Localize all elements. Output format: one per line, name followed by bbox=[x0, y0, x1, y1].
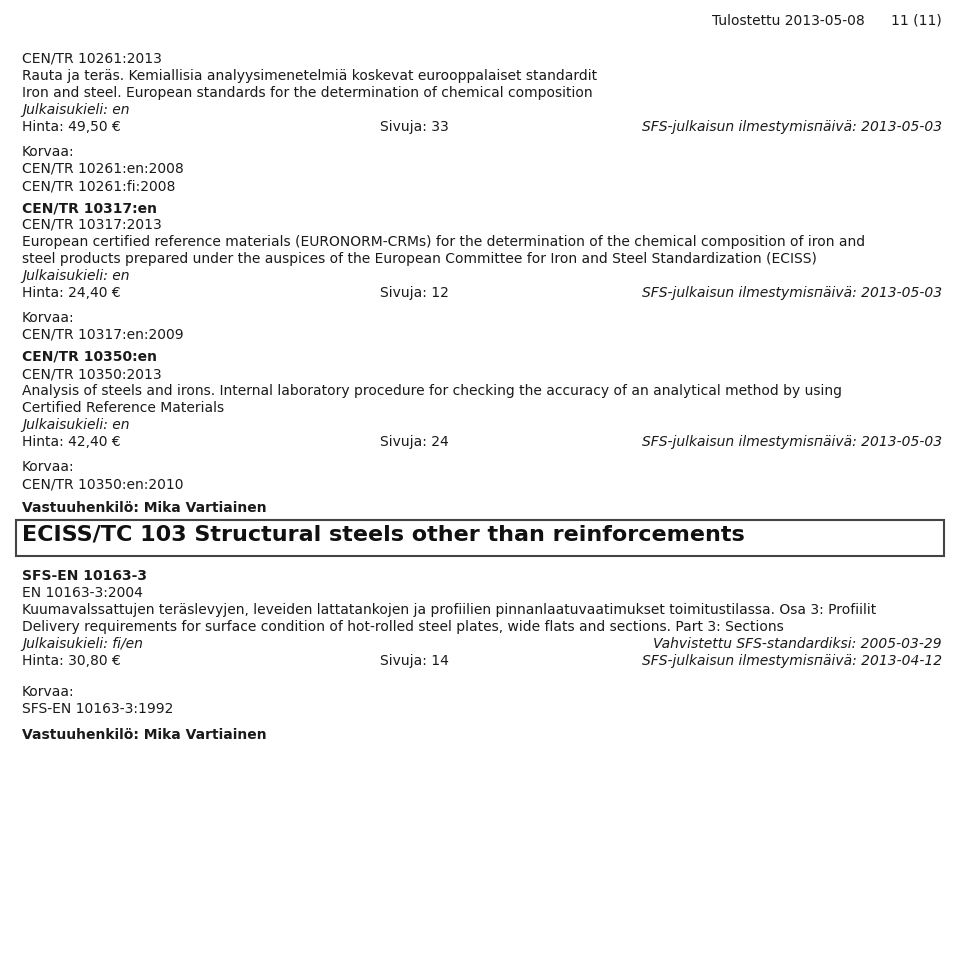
Text: Julkaisukieli: en: Julkaisukieli: en bbox=[22, 103, 130, 117]
Text: SFS-julkaisun ilmestymisпäivä: 2013-05-03: SFS-julkaisun ilmestymisпäivä: 2013-05-0… bbox=[642, 286, 942, 300]
Text: Sivuja: 24: Sivuja: 24 bbox=[380, 435, 448, 449]
Text: Kuumavalssattujen teräslevyjen, leveiden lattatankojen ja profiilien pinnanlaatu: Kuumavalssattujen teräslevyjen, leveiden… bbox=[22, 603, 876, 617]
Text: Korvaa:: Korvaa: bbox=[22, 460, 75, 474]
Text: Hinta: 24,40 €: Hinta: 24,40 € bbox=[22, 286, 121, 300]
Text: CEN/TR 10317:en: CEN/TR 10317:en bbox=[22, 201, 157, 215]
Text: Tulostettu 2013-05-08      11 (11): Tulostettu 2013-05-08 11 (11) bbox=[712, 14, 942, 28]
Text: Julkaisukieli: en: Julkaisukieli: en bbox=[22, 418, 130, 432]
Text: CEN/TR 10350:2013: CEN/TR 10350:2013 bbox=[22, 367, 161, 381]
Text: Sivuja: 12: Sivuja: 12 bbox=[380, 286, 449, 300]
Text: CEN/TR 10261:fi:2008: CEN/TR 10261:fi:2008 bbox=[22, 179, 176, 193]
Text: Hinta: 42,40 €: Hinta: 42,40 € bbox=[22, 435, 121, 449]
Text: Certified Reference Materials: Certified Reference Materials bbox=[22, 401, 224, 415]
Text: Korvaa:: Korvaa: bbox=[22, 685, 75, 699]
Text: Korvaa:: Korvaa: bbox=[22, 145, 75, 159]
Text: CEN/TR 10317:en:2009: CEN/TR 10317:en:2009 bbox=[22, 328, 183, 342]
Text: SFS-julkaisun ilmestymisпäivä: 2013-05-03: SFS-julkaisun ilmestymisпäivä: 2013-05-0… bbox=[642, 435, 942, 449]
Text: Korvaa:: Korvaa: bbox=[22, 311, 75, 325]
Text: Delivery requirements for surface condition of hot-rolled steel plates, wide fla: Delivery requirements for surface condit… bbox=[22, 620, 783, 634]
Text: Vastuuhenkilö: Mika Vartiainen: Vastuuhenkilö: Mika Vartiainen bbox=[22, 501, 267, 515]
Text: Hinta: 49,50 €: Hinta: 49,50 € bbox=[22, 120, 121, 134]
Text: Vahvistettu SFS-standardiksi: 2005-03-29: Vahvistettu SFS-standardiksi: 2005-03-29 bbox=[654, 637, 942, 651]
Text: CEN/TR 10317:2013: CEN/TR 10317:2013 bbox=[22, 218, 161, 232]
Text: Sivuja: 33: Sivuja: 33 bbox=[380, 120, 448, 134]
Text: Analysis of steels and irons. Internal laboratory procedure for checking the acc: Analysis of steels and irons. Internal l… bbox=[22, 384, 842, 398]
Text: Sivuja: 14: Sivuja: 14 bbox=[380, 654, 449, 668]
Text: CEN/TR 10261:en:2008: CEN/TR 10261:en:2008 bbox=[22, 162, 183, 176]
Text: ECISS/TC 103 Structural steels other than reinforcements: ECISS/TC 103 Structural steels other tha… bbox=[22, 525, 745, 545]
Text: EN 10163-3:2004: EN 10163-3:2004 bbox=[22, 586, 143, 600]
Text: CEN/TR 10350:en:2010: CEN/TR 10350:en:2010 bbox=[22, 477, 183, 491]
Text: Hinta: 30,80 €: Hinta: 30,80 € bbox=[22, 654, 121, 668]
Text: Julkaisukieli: en: Julkaisukieli: en bbox=[22, 269, 130, 283]
Text: SFS-julkaisun ilmestymisпäivä: 2013-05-03: SFS-julkaisun ilmestymisпäivä: 2013-05-0… bbox=[642, 120, 942, 134]
Text: CEN/TR 10350:en: CEN/TR 10350:en bbox=[22, 350, 157, 364]
Text: SFS-EN 10163-3: SFS-EN 10163-3 bbox=[22, 569, 147, 583]
Text: steel products prepared under the auspices of the European Committee for Iron an: steel products prepared under the auspic… bbox=[22, 252, 817, 266]
FancyBboxPatch shape bbox=[16, 520, 944, 556]
Text: SFS-julkaisun ilmestymisпäivä: 2013-04-12: SFS-julkaisun ilmestymisпäivä: 2013-04-1… bbox=[642, 654, 942, 668]
Text: SFS-EN 10163-3:1992: SFS-EN 10163-3:1992 bbox=[22, 702, 174, 716]
Text: European certified reference materials (EURONORM-CRMs) for the determination of : European certified reference materials (… bbox=[22, 235, 865, 249]
Text: Vastuuhenkilö: Mika Vartiainen: Vastuuhenkilö: Mika Vartiainen bbox=[22, 728, 267, 742]
Text: Iron and steel. European standards for the determination of chemical composition: Iron and steel. European standards for t… bbox=[22, 86, 592, 100]
Text: Rauta ja teräs. Kemiallisia analyysimenetelmiä koskevat eurooppalaiset standardi: Rauta ja teräs. Kemiallisia analyysimene… bbox=[22, 69, 597, 83]
Text: Julkaisukieli: fi/en: Julkaisukieli: fi/en bbox=[22, 637, 143, 651]
Text: CEN/TR 10261:2013: CEN/TR 10261:2013 bbox=[22, 52, 162, 66]
